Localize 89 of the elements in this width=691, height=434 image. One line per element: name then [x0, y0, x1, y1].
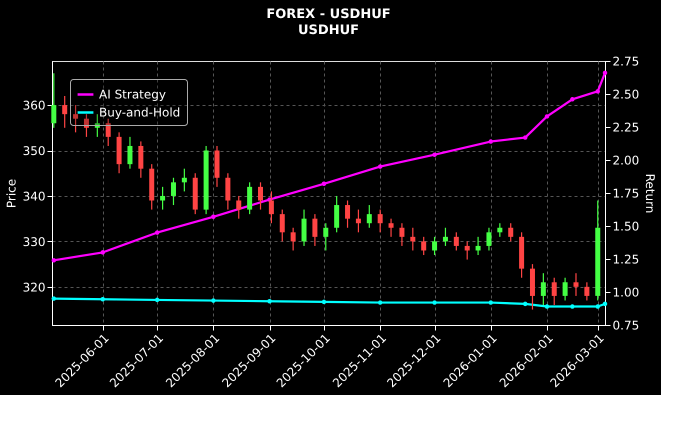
- candlestick: [573, 272, 578, 297]
- point: [570, 304, 575, 309]
- candlestick: [290, 227, 296, 252]
- point: [596, 89, 600, 94]
- candlestick: [552, 277, 557, 306]
- candlestick: [454, 232, 459, 252]
- candlestick: [432, 236, 438, 256]
- point: [432, 300, 437, 305]
- candlestick: [345, 200, 350, 228]
- candlestick: [247, 182, 252, 215]
- y-axis-title: Price: [4, 178, 19, 208]
- point: [378, 164, 382, 169]
- y2-tick-label: 2.25: [612, 120, 640, 134]
- point: [544, 114, 550, 119]
- y-tick-label: 350: [22, 144, 46, 158]
- y2-tick-label: 1.50: [612, 220, 640, 234]
- point: [378, 300, 382, 305]
- point: [52, 258, 56, 263]
- candlestick: [388, 218, 394, 238]
- y2-tick-label: 1.75: [612, 186, 640, 200]
- point: [154, 230, 160, 235]
- legend-label: AI Strategy: [99, 88, 166, 102]
- y-tick-label: 340: [22, 189, 46, 204]
- candlestick: [410, 227, 416, 252]
- point: [154, 298, 160, 302]
- point: [522, 135, 528, 140]
- candlestick: [268, 190, 274, 224]
- y2-tick-label: 1.25: [612, 252, 640, 266]
- point: [267, 299, 272, 304]
- candlestick: [106, 118, 111, 147]
- y2-tick-label: 2.75: [612, 54, 640, 68]
- candlestick: [323, 222, 328, 252]
- y2-tick-label: 1.00: [612, 286, 640, 300]
- candlestick: [366, 204, 372, 228]
- point: [488, 139, 494, 144]
- candlestick: [540, 272, 546, 306]
- y2-tick-label: 0.75: [612, 318, 640, 332]
- candlestick: [464, 240, 470, 260]
- candlestick: [225, 172, 230, 210]
- candlestick: [258, 182, 264, 210]
- point: [211, 214, 216, 219]
- candlestick: [421, 236, 426, 256]
- candlestick: [508, 222, 514, 242]
- point: [522, 302, 528, 306]
- candlestick: [138, 140, 144, 178]
- y-tick-label: 360: [22, 98, 46, 113]
- chart-subtitle: USDHUF: [298, 23, 360, 38]
- candlestick: [302, 208, 307, 247]
- candlestick: [562, 277, 568, 302]
- candlestick: [280, 208, 285, 242]
- point: [52, 296, 56, 301]
- point: [570, 97, 575, 102]
- y2-tick-label: 2.00: [612, 154, 640, 168]
- point: [602, 70, 608, 76]
- point: [322, 300, 326, 304]
- candlestick: [182, 168, 187, 192]
- candlestick: [73, 104, 78, 133]
- y2-tick-label: 2.50: [612, 88, 640, 102]
- candlestick: [94, 114, 100, 138]
- candlestick: [497, 222, 502, 238]
- legend-label: Buy-and-Hold: [99, 106, 180, 120]
- point: [602, 302, 608, 306]
- candlestick: [127, 136, 132, 170]
- candlestick: [236, 195, 242, 220]
- point: [544, 304, 550, 309]
- y2-axis-title: Return: [643, 174, 658, 214]
- candlestick: [356, 208, 361, 233]
- point: [322, 182, 326, 186]
- candlestick: [170, 177, 176, 206]
- candlestick: [584, 282, 590, 302]
- y-tick-label: 330: [22, 234, 46, 249]
- point: [596, 304, 600, 309]
- point: [488, 300, 494, 305]
- candlestick: [312, 214, 318, 247]
- candlestick: [442, 227, 448, 247]
- candlestick: [476, 236, 481, 256]
- candlestick: [160, 186, 166, 210]
- candlestick: [486, 227, 492, 252]
- point: [100, 297, 106, 302]
- candlestick: [334, 195, 340, 233]
- candlestick: [62, 95, 68, 128]
- chart-title: FOREX - USDHUF: [266, 7, 391, 22]
- candlestick: [84, 114, 89, 138]
- point: [432, 152, 437, 157]
- y-tick-label: 320: [22, 280, 46, 294]
- point: [100, 250, 106, 255]
- candlestick: [378, 208, 383, 233]
- point: [211, 298, 216, 303]
- candlestick: [399, 222, 404, 247]
